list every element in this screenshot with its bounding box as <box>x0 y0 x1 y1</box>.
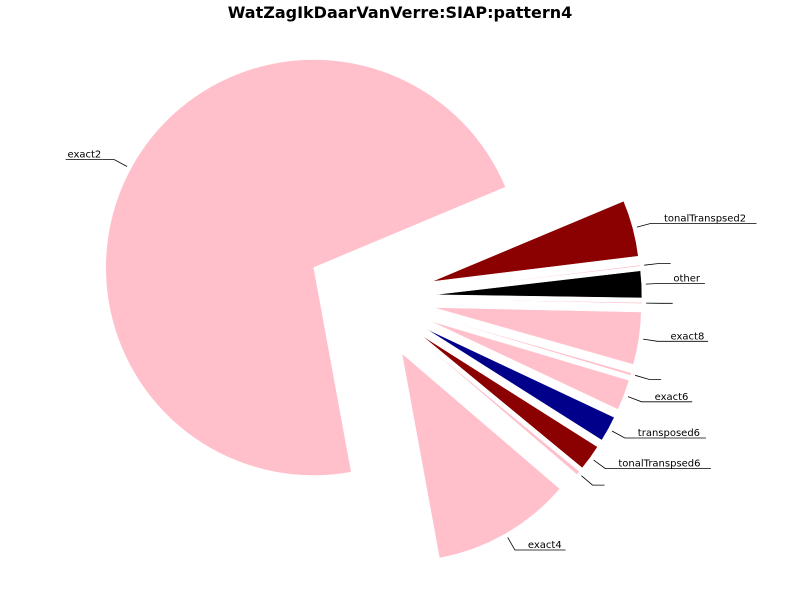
pie-slice-exact6 <box>429 320 630 410</box>
pie-slice-tonalTranspsed6 <box>421 335 598 469</box>
slice-label: exact6 <box>655 392 689 403</box>
leader-line <box>611 430 637 439</box>
leader-line <box>102 159 128 167</box>
leader-line <box>644 263 671 266</box>
leader-line <box>645 282 673 285</box>
pie-slice-unlabeled-11 <box>433 264 641 291</box>
leader-line <box>507 537 527 551</box>
chart-title: WatZagIkDaarVanVerre:SIAP:pattern4 <box>228 3 573 22</box>
pie-slice-unlabeled-3 <box>418 338 580 475</box>
pie-slice-unlabeled-9 <box>433 298 643 304</box>
pie-slice-exact2 <box>105 59 506 476</box>
slice-label: other <box>673 273 701 284</box>
pie-slice-unlabeled-7 <box>431 315 632 376</box>
leader-line <box>581 475 605 486</box>
pie-slice-exact8 <box>433 307 642 365</box>
leader-line <box>627 396 654 403</box>
leader-line <box>643 338 670 342</box>
slice-label: exact4 <box>528 540 562 551</box>
pie-slice-exact4 <box>401 352 561 559</box>
slice-label: tonalTranspsed6 <box>618 459 700 470</box>
pie-slice-other <box>433 270 643 299</box>
pie-slice-tonalTranspsed2 <box>431 200 639 282</box>
slice-label: exact8 <box>671 331 705 342</box>
leader-line <box>593 459 618 470</box>
pie-slice-transposed6 <box>425 328 615 441</box>
slice-label: exact2 <box>67 150 101 161</box>
slice-label: transposed6 <box>638 428 700 439</box>
pie-slices <box>105 59 643 559</box>
leader-line <box>636 222 663 228</box>
pie-labels: tonalTranspsed2 exact2 exact4 tonalTranspse… <box>65 150 757 551</box>
slice-label: tonalTranspsed2 <box>664 213 746 224</box>
leader-line <box>634 374 662 380</box>
